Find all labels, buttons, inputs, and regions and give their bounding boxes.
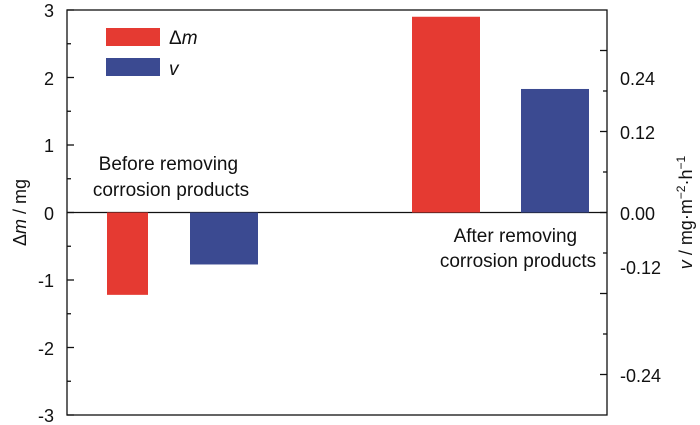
left-tick-label: 2 (44, 69, 54, 89)
bar-delta-m-after (412, 16, 480, 213)
left-tick-label: 3 (44, 1, 54, 21)
right-axis-title-exp1: −2 (674, 185, 688, 199)
left-tick-label: 0 (44, 204, 54, 224)
left-tick-label: 1 (44, 136, 54, 156)
annotation-after: After removing corrosion products (440, 226, 596, 272)
annotation-after-line1: After removing (454, 226, 578, 247)
right-axis-ticks (600, 49, 607, 376)
left-tick-label: -2 (38, 339, 54, 359)
annotation-before-line1: Before removing (99, 154, 238, 175)
left-axis-title-var: m (10, 219, 30, 234)
bar-v-after (521, 88, 589, 213)
right-tick-label: -0.24 (620, 366, 661, 386)
right-axis-title-exp2: −1 (674, 155, 688, 169)
left-tick-label: -3 (38, 406, 54, 425)
legend-label-delta-m-var: m (182, 28, 198, 49)
right-axis-title: v / mg·m−2·h−1 (674, 155, 696, 269)
legend-label-v: v (169, 59, 180, 80)
legend: Δm v (106, 28, 198, 80)
legend-swatch-v (106, 58, 160, 76)
legend-label-delta-m-symbol: Δ (169, 28, 182, 49)
annotation-before-line2: corrosion products (93, 180, 249, 201)
left-axis-title-unit: / mg (10, 179, 30, 219)
left-axis-ticks (67, 9, 74, 416)
left-axis-tick-labels: 3 2 1 0 -1 -2 -3 (38, 1, 54, 425)
left-axis-title: Δm / mg (10, 179, 30, 246)
left-tick-label: -1 (38, 271, 54, 291)
bar-delta-m-before (107, 212, 148, 295)
legend-label-delta-m: Δm (169, 28, 198, 49)
right-axis-tick-labels: 0.24 0.12 0.00 -0.12 -0.24 (620, 69, 661, 386)
right-tick-label: 0.24 (620, 69, 655, 89)
right-axis-title-unit: / mg·m (676, 199, 696, 260)
right-tick-label: 0.12 (620, 123, 655, 143)
annotation-after-line2: corrosion products (440, 251, 596, 272)
right-axis-title-var: v (676, 259, 696, 269)
right-tick-label: 0.00 (620, 204, 655, 224)
left-axis-title-symbol: Δ (10, 234, 30, 246)
legend-swatch-delta-m (106, 28, 160, 46)
annotation-before: Before removing corrosion products (93, 154, 249, 201)
right-tick-label: -0.12 (620, 258, 661, 278)
bar-v-before (190, 212, 258, 265)
right-axis-title-mid: ·h (676, 169, 696, 185)
